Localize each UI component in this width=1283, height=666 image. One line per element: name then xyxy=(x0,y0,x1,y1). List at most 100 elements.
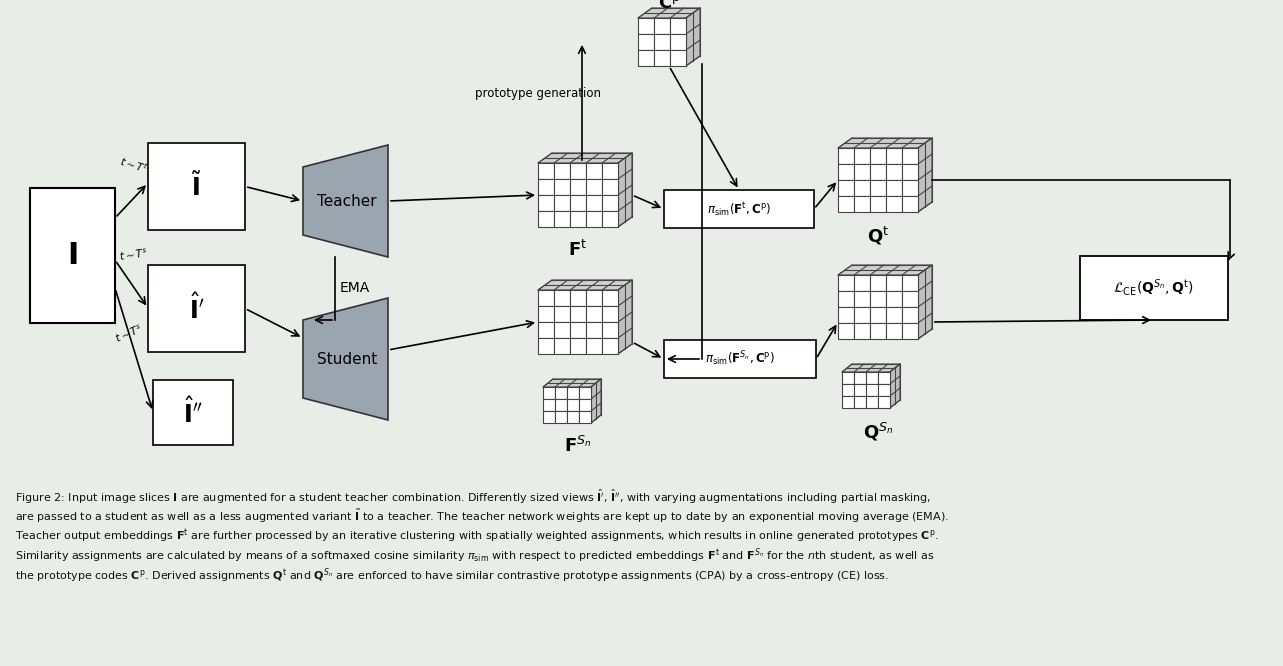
Bar xyxy=(586,306,602,322)
Bar xyxy=(870,323,887,339)
Bar xyxy=(902,180,919,196)
Bar xyxy=(586,195,602,211)
Bar xyxy=(579,387,591,399)
Text: Figure 2: Input image slices $\mathbf{I}$ are augmented for a student teacher co: Figure 2: Input image slices $\mathbf{I}… xyxy=(15,488,931,506)
Bar xyxy=(543,387,556,399)
Bar xyxy=(638,34,654,50)
Bar xyxy=(556,387,567,399)
Bar xyxy=(602,306,618,322)
Bar xyxy=(842,396,854,408)
Bar xyxy=(638,18,654,34)
Bar xyxy=(838,307,854,323)
Polygon shape xyxy=(303,298,387,420)
Bar xyxy=(870,307,887,323)
Text: prototype generation: prototype generation xyxy=(475,87,600,100)
Polygon shape xyxy=(919,138,931,212)
Bar xyxy=(866,372,878,384)
Bar xyxy=(30,188,115,323)
Bar xyxy=(586,338,602,354)
Bar xyxy=(838,291,854,307)
Bar xyxy=(887,291,902,307)
Bar xyxy=(654,18,670,34)
Bar xyxy=(842,384,854,396)
Bar xyxy=(538,306,554,322)
Bar xyxy=(854,196,870,212)
Bar xyxy=(538,338,554,354)
Polygon shape xyxy=(919,265,931,339)
Bar xyxy=(586,163,602,179)
Bar xyxy=(878,372,890,384)
Bar xyxy=(878,384,890,396)
Bar xyxy=(538,195,554,211)
Bar xyxy=(586,179,602,195)
Text: $t\sim T^t$: $t\sim T^t$ xyxy=(118,154,150,176)
Bar xyxy=(602,211,618,227)
Text: $\hat{\mathbf{I}}'$: $\hat{\mathbf{I}}'$ xyxy=(189,293,204,324)
Bar xyxy=(870,291,887,307)
Text: $\mathbf{F}^\mathrm{t}$: $\mathbf{F}^\mathrm{t}$ xyxy=(568,240,588,260)
Bar xyxy=(870,196,887,212)
Bar xyxy=(870,275,887,291)
Bar xyxy=(878,396,890,408)
Bar xyxy=(554,322,570,338)
Bar xyxy=(554,306,570,322)
Bar xyxy=(670,18,686,34)
Bar xyxy=(887,164,902,180)
Polygon shape xyxy=(618,153,633,227)
Bar xyxy=(902,148,919,164)
Bar xyxy=(538,179,554,195)
Bar xyxy=(670,50,686,66)
Text: Teacher: Teacher xyxy=(317,194,377,208)
Polygon shape xyxy=(638,8,701,18)
Bar xyxy=(554,195,570,211)
Bar xyxy=(838,180,854,196)
Text: $\mathbf{I}$: $\mathbf{I}$ xyxy=(67,241,78,270)
Polygon shape xyxy=(842,364,899,372)
Bar xyxy=(567,411,579,423)
Bar xyxy=(538,163,554,179)
Bar xyxy=(586,322,602,338)
Bar xyxy=(854,148,870,164)
Text: $t\sim T^s$: $t\sim T^s$ xyxy=(113,322,145,345)
Text: EMA: EMA xyxy=(340,281,371,295)
Text: Teacher output embeddings $\mathbf{F}^\mathrm{t}$ are further processed by an it: Teacher output embeddings $\mathbf{F}^\m… xyxy=(15,527,939,545)
Polygon shape xyxy=(543,379,600,387)
Polygon shape xyxy=(618,280,633,354)
Bar xyxy=(554,179,570,195)
Bar xyxy=(602,163,618,179)
Polygon shape xyxy=(838,138,931,148)
Bar xyxy=(638,50,654,66)
Bar xyxy=(570,179,586,195)
Bar xyxy=(866,384,878,396)
Bar xyxy=(854,307,870,323)
Bar xyxy=(602,290,618,306)
Bar xyxy=(870,164,887,180)
Bar xyxy=(554,338,570,354)
Bar xyxy=(854,291,870,307)
Bar xyxy=(670,34,686,50)
Bar xyxy=(665,340,816,378)
Bar xyxy=(854,372,866,384)
Text: $\tilde{\mathbf{I}}$: $\tilde{\mathbf{I}}$ xyxy=(191,172,201,201)
Bar xyxy=(866,396,878,408)
Bar xyxy=(579,411,591,423)
Bar xyxy=(887,307,902,323)
Text: $\mathbf{C}^\mathrm{p}$: $\mathbf{C}^\mathrm{p}$ xyxy=(658,0,680,12)
Bar xyxy=(148,265,245,352)
Bar xyxy=(887,148,902,164)
Bar xyxy=(538,322,554,338)
Bar xyxy=(870,148,887,164)
Bar xyxy=(654,50,670,66)
Bar xyxy=(556,399,567,411)
Bar xyxy=(838,164,854,180)
Bar xyxy=(570,306,586,322)
Polygon shape xyxy=(591,379,600,423)
Bar xyxy=(570,290,586,306)
Bar xyxy=(1080,256,1228,320)
Bar xyxy=(887,196,902,212)
Bar xyxy=(838,196,854,212)
Text: $\mathbf{Q}^\mathrm{t}$: $\mathbf{Q}^\mathrm{t}$ xyxy=(867,225,889,247)
Bar xyxy=(887,275,902,291)
Polygon shape xyxy=(303,145,387,257)
Bar xyxy=(602,179,618,195)
